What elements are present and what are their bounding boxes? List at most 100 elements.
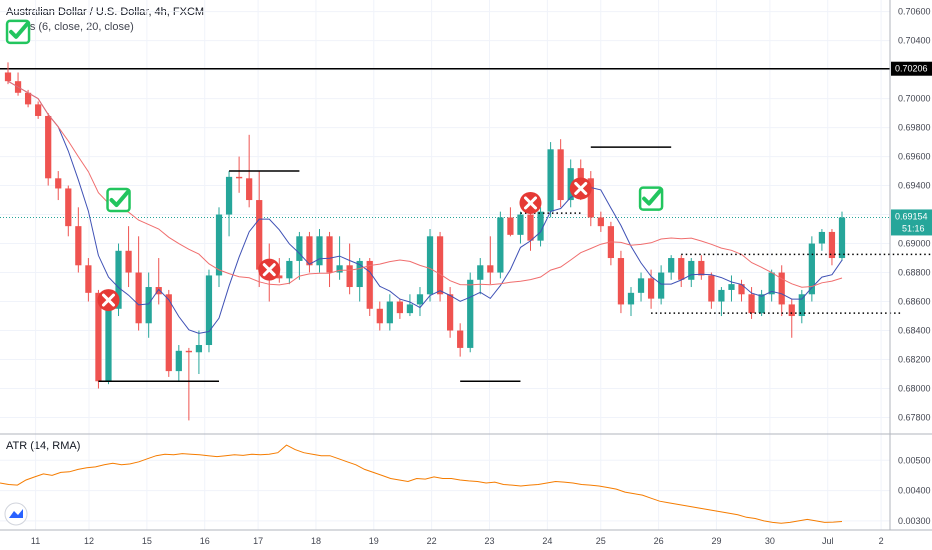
price-tick: 0.70600 bbox=[898, 7, 931, 17]
candle-body bbox=[296, 236, 303, 261]
candle-body bbox=[678, 258, 685, 280]
candle-body bbox=[115, 250, 122, 309]
candle-body bbox=[788, 304, 795, 317]
candle-body bbox=[205, 275, 213, 346]
candle-body bbox=[527, 214, 534, 241]
candle-body bbox=[426, 236, 434, 295]
cross-mark bbox=[524, 196, 538, 210]
candle-body bbox=[798, 294, 805, 317]
time-tick: Jul bbox=[822, 536, 834, 546]
time-tick: 11 bbox=[31, 536, 40, 546]
price-tick: 0.68600 bbox=[898, 297, 931, 307]
candle-body bbox=[175, 350, 182, 372]
candle-body bbox=[436, 236, 444, 295]
candle-body bbox=[346, 265, 353, 288]
time-tick: 2 bbox=[879, 536, 884, 546]
logo-shape bbox=[9, 509, 23, 518]
candle-body bbox=[808, 243, 815, 295]
cross-icon bbox=[519, 191, 542, 214]
candle-body bbox=[85, 265, 92, 293]
candle-body bbox=[225, 176, 233, 215]
candle-body bbox=[828, 231, 836, 259]
sma-fast-line bbox=[7, 80, 843, 334]
candle-body bbox=[45, 115, 52, 179]
price-tick: 0.69600 bbox=[898, 152, 931, 162]
sma-slow-line bbox=[7, 80, 843, 288]
candle-body bbox=[617, 258, 625, 305]
candle-body bbox=[778, 272, 785, 305]
atr-legend: ATR (14, RMA) bbox=[6, 440, 81, 452]
atr-panel: 0.00500 0.00400 0.00300 bbox=[0, 444, 931, 526]
markers bbox=[5, 19, 664, 312]
time-tick: 24 bbox=[542, 536, 552, 546]
candle-body bbox=[627, 292, 635, 305]
tradingview-logo-icon bbox=[4, 502, 28, 526]
candle-body bbox=[577, 168, 584, 179]
cross-icon bbox=[569, 177, 592, 200]
candle-body bbox=[246, 178, 253, 201]
candle-body bbox=[758, 294, 765, 314]
level-label: 0.70206 bbox=[895, 64, 928, 74]
check-mark bbox=[642, 187, 664, 206]
price-tick: 0.68800 bbox=[898, 268, 931, 278]
price-tick: 0.70000 bbox=[898, 94, 931, 104]
candle-body bbox=[497, 217, 504, 273]
candle-body bbox=[838, 217, 846, 259]
price-tick: 0.68200 bbox=[898, 355, 931, 365]
candle-body bbox=[336, 265, 343, 273]
candle-body bbox=[467, 279, 474, 348]
candle-body bbox=[195, 345, 203, 353]
candle-body bbox=[668, 258, 675, 273]
candle-body bbox=[396, 301, 403, 314]
candle-body bbox=[768, 272, 775, 295]
candle-body bbox=[105, 308, 112, 382]
time-tick: 19 bbox=[369, 536, 379, 546]
check-icon bbox=[5, 19, 31, 45]
candle-body bbox=[235, 176, 243, 179]
candle-body bbox=[487, 265, 494, 273]
candle-body bbox=[386, 301, 393, 324]
current-price-label: 0.69154 bbox=[895, 211, 928, 221]
cross-mark bbox=[101, 293, 115, 307]
candle-body bbox=[376, 308, 383, 324]
time-tick: 25 bbox=[596, 536, 606, 546]
candle-body bbox=[507, 217, 514, 235]
atr-tick: 0.00500 bbox=[898, 455, 931, 465]
candle-body bbox=[718, 289, 725, 302]
candle-body bbox=[135, 272, 142, 324]
candle-body bbox=[738, 284, 745, 295]
price-tick: 0.67800 bbox=[898, 413, 931, 423]
candle-body bbox=[24, 92, 32, 105]
cross-icon bbox=[258, 258, 281, 281]
candle-body bbox=[637, 278, 645, 293]
candle-body bbox=[75, 226, 82, 266]
candle-body bbox=[326, 236, 333, 273]
time-tick: 16 bbox=[200, 536, 210, 546]
candle-body bbox=[155, 287, 162, 295]
time-tick: 18 bbox=[311, 536, 321, 546]
cross-mark bbox=[574, 181, 588, 195]
candle-body bbox=[316, 236, 323, 266]
atr-line bbox=[0, 444, 843, 524]
candle-body bbox=[597, 217, 604, 227]
candle-body bbox=[256, 200, 263, 270]
cross-mark bbox=[262, 263, 276, 277]
candle-body bbox=[728, 284, 735, 290]
candle-body bbox=[537, 211, 544, 241]
check-mark bbox=[9, 20, 31, 39]
price-tick: 0.69000 bbox=[898, 239, 931, 249]
candle-body bbox=[306, 236, 313, 266]
candle-body bbox=[366, 260, 373, 309]
candles bbox=[4, 62, 846, 421]
candle-body bbox=[165, 294, 172, 372]
time-tick: 12 bbox=[84, 536, 94, 546]
sma-legend: SMAs (6, close, 20, close) bbox=[6, 21, 134, 33]
time-tick: 26 bbox=[654, 536, 664, 546]
time-tick: 23 bbox=[484, 536, 494, 546]
candle-body bbox=[447, 294, 454, 331]
countdown-label: 51:16 bbox=[902, 223, 925, 233]
price-tick: 0.70400 bbox=[898, 36, 931, 46]
candle-body bbox=[658, 272, 665, 299]
